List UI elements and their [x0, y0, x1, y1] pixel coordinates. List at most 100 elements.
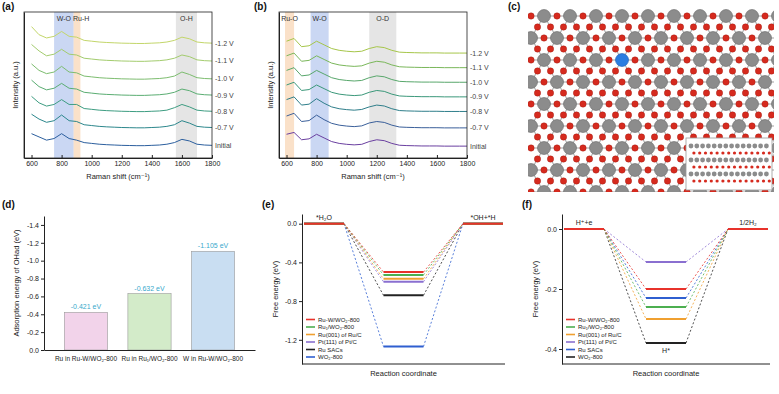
o-atom: [768, 112, 774, 118]
tick: 800: [311, 155, 323, 167]
inset-o-atom: [733, 179, 736, 182]
tick-mark: [559, 289, 562, 290]
o-atom: [534, 112, 540, 118]
inset-o-atom: [716, 165, 719, 168]
w-atom: [707, 76, 720, 89]
legend-swatch: [306, 334, 315, 336]
w-atom: [668, 142, 681, 155]
o-atom: [560, 46, 566, 52]
inset-w-atom: [718, 144, 723, 149]
w-atom: [528, 32, 538, 45]
o-atom: [619, 35, 625, 41]
tick: -0.4: [285, 259, 302, 266]
o-atom: [586, 24, 592, 30]
energy-level: [304, 223, 344, 225]
o-atom: [664, 90, 670, 96]
o-atom: [638, 134, 644, 140]
o-atom: [580, 189, 586, 192]
series-label: -0.9 V: [470, 93, 489, 100]
o-atom: [547, 24, 553, 30]
o-atom: [541, 79, 547, 85]
inset-o-atom: [704, 179, 707, 182]
o-atom: [593, 79, 599, 85]
o-atom: [528, 57, 534, 63]
energy-level: [728, 228, 768, 230]
x-axis-line: [45, 350, 256, 351]
tick-label: 0.0: [29, 347, 39, 354]
connector: [686, 229, 728, 262]
w-atom: [733, 76, 746, 89]
tick-mark: [41, 279, 44, 280]
inset-o-atom: [716, 179, 719, 182]
inset-o-atom: [756, 165, 759, 168]
inset-w-atom: [700, 172, 705, 177]
band-label: O-D: [376, 15, 389, 22]
o-atom: [671, 79, 677, 85]
tick-label: -1.4: [27, 222, 39, 229]
o-atom: [593, 35, 599, 41]
o-atom: [599, 178, 605, 184]
band-label: W-O: [312, 15, 327, 22]
o-atom: [554, 13, 560, 19]
w-atom: [642, 98, 655, 111]
data-label: -0.421 eV: [71, 303, 102, 310]
o-atom: [632, 57, 638, 63]
legend: Ru-W/WO₂-800Ru₁/WO₂-800Ru(001) of Ru/CPt…: [566, 317, 622, 361]
inset-w-atom: [758, 172, 763, 177]
energy-level: [463, 223, 503, 225]
w-atom: [655, 76, 668, 89]
w-atom: [616, 10, 629, 23]
plot-area: [64, 251, 234, 350]
legend-label: Pt(111) of Pt/C: [318, 339, 357, 345]
o-atom: [651, 178, 657, 184]
o-atom: [541, 123, 547, 129]
w-atom: [629, 32, 642, 45]
inset-w-atom: [723, 158, 728, 163]
inset-o-atom: [750, 151, 753, 154]
o-atom: [671, 35, 677, 41]
w-atom: [681, 76, 694, 89]
w-atom: [694, 54, 707, 67]
o-atom: [697, 79, 703, 85]
tick: 1200: [369, 155, 385, 167]
inset-o-atom: [768, 165, 771, 168]
tick-label: -0.2: [545, 286, 557, 293]
energy-level: [384, 271, 424, 273]
w-atom: [655, 120, 668, 133]
o-atom: [684, 101, 690, 107]
o-atom: [638, 178, 644, 184]
o-atom: [723, 123, 729, 129]
series-label: -0.8 V: [215, 108, 234, 115]
o-atom: [742, 90, 748, 96]
o-atom: [651, 68, 657, 74]
o-atom: [606, 13, 612, 19]
band: [74, 12, 81, 158]
o-atom: [736, 57, 742, 63]
band: [369, 12, 396, 158]
data-label: -1.105 eV: [198, 242, 229, 249]
w-atom: [629, 76, 642, 89]
w-atom: [772, 98, 775, 111]
o-atom: [625, 156, 631, 162]
o-atom: [742, 46, 748, 52]
o-atom: [729, 112, 735, 118]
o-atom: [593, 123, 599, 129]
x-axis-title: Raman shift (cm⁻¹): [86, 172, 150, 181]
o-atom: [762, 13, 768, 19]
tick: 0.0: [287, 220, 302, 227]
inset-w-atom: [741, 158, 746, 163]
w-atom: [642, 186, 655, 193]
o-atom: [586, 90, 592, 96]
series-label: -0.9 V: [215, 92, 234, 99]
legend-label: Ru₁/WO₂-800: [578, 324, 615, 330]
o-atom: [703, 112, 709, 118]
w-atom: [603, 164, 616, 177]
energy-level: [646, 342, 686, 344]
spectrum: [287, 82, 467, 97]
o-atom: [664, 134, 670, 140]
o-atom: [638, 68, 644, 74]
legend-label: Ru(001) of Ru/C: [318, 332, 362, 338]
tick: -0.2: [545, 286, 562, 293]
panel: 0.0-0.2-0.4-0.6-0.8-1.0-1.2-1.4Ru in Ru-…: [12, 217, 256, 362]
o-atom: [716, 90, 722, 96]
